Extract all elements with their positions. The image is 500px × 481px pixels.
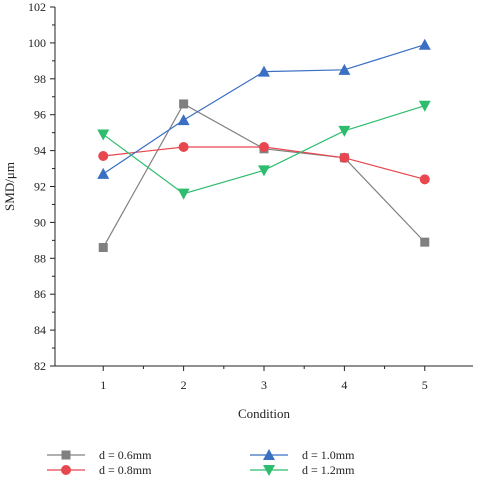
series-4 [97, 100, 431, 200]
y-tick-label-86: 86 [34, 287, 46, 301]
data-point-s4-4 [338, 125, 351, 137]
y-axis-label: SMD/μm [2, 162, 17, 211]
data-point-s3-5 [418, 38, 431, 50]
series-2 [98, 142, 430, 185]
series-layer [97, 38, 431, 253]
data-point-s1-1 [98, 243, 108, 253]
data-point-s4-5 [418, 100, 431, 112]
data-point-s3-1 [97, 167, 110, 179]
legend-label: d = 0.8mm [99, 463, 152, 477]
data-point-s2-1 [98, 150, 109, 161]
y-tick-label-96: 96 [34, 108, 46, 122]
x-tick-label-1: 1 [100, 378, 106, 392]
legend-label: d = 0.6mm [99, 448, 152, 462]
y-tick-label-92: 92 [34, 180, 46, 194]
x-axis-label: Condition [238, 406, 291, 421]
x-tick-label-3: 3 [261, 378, 267, 392]
x-tick-label-5: 5 [422, 378, 428, 392]
series-line-3 [102, 44, 425, 175]
data-point-s2-5 [419, 174, 430, 185]
legend-marker [263, 465, 275, 476]
data-point-s3-4 [338, 63, 351, 75]
series-3 [97, 38, 431, 179]
data-point-s3-3 [258, 65, 270, 77]
y-tick-label-102: 102 [28, 0, 46, 14]
legend-label: d = 1.0mm [302, 448, 355, 462]
data-point-s2-2 [178, 142, 189, 153]
legend-marker [263, 449, 275, 460]
legend-marker [61, 450, 71, 460]
data-point-s1-5 [420, 237, 430, 247]
data-point-s1-2 [179, 99, 189, 109]
y-tick-label-94: 94 [34, 144, 46, 158]
y-tick-label-90: 90 [34, 215, 46, 229]
y-tick-label-88: 88 [34, 251, 46, 265]
legend-item-1: d = 0.6mm [47, 448, 152, 462]
data-point-s2-4 [339, 152, 350, 163]
legend-item-4: d = 1.2mm [250, 463, 355, 477]
data-point-s2-3 [259, 142, 269, 153]
y-tick-label-84: 84 [34, 323, 46, 337]
legend-item-3: d = 1.0mm [250, 448, 355, 462]
axes: 82 84 86 88 90 92 94 96 98 100 102 1 2 3 4 5 [28, 0, 473, 392]
x-tick-label-2: 2 [181, 378, 187, 392]
y-tick-label-100: 100 [28, 36, 46, 50]
data-point-s4-1 [97, 129, 110, 141]
legend-marker [61, 465, 71, 475]
y-tick-label-82: 82 [34, 359, 46, 373]
data-point-s4-2 [177, 188, 190, 200]
legend-item-2: d = 0.8mm [47, 463, 152, 477]
data-point-s3-2 [177, 114, 190, 126]
data-point-s4-3 [258, 165, 270, 177]
y-tick-label-98: 98 [34, 72, 46, 86]
legend-label: d = 1.2mm [302, 463, 355, 477]
x-tick-label-4: 4 [341, 378, 347, 392]
